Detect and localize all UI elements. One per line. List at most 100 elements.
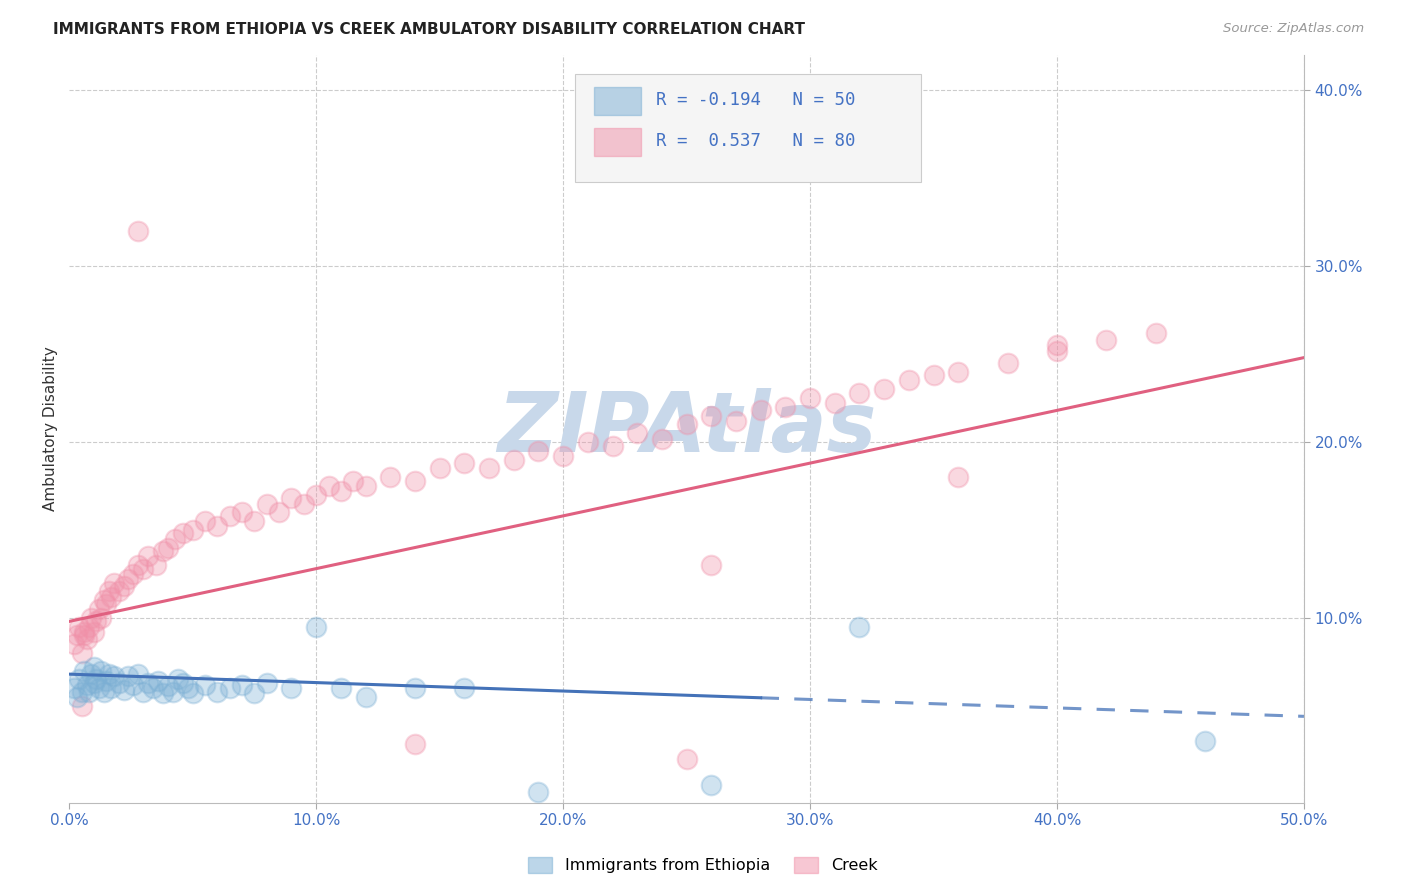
Point <box>848 620 870 634</box>
Point <box>66 690 89 704</box>
Point <box>122 678 145 692</box>
Point <box>329 681 352 696</box>
Point <box>848 385 870 400</box>
Point <box>700 778 723 792</box>
Point <box>354 690 377 704</box>
Point <box>602 438 624 452</box>
Point <box>77 684 100 698</box>
Point <box>194 514 217 528</box>
Point <box>429 461 451 475</box>
Point <box>73 624 96 639</box>
Point <box>132 684 155 698</box>
Point <box>269 505 291 519</box>
Point <box>76 632 98 646</box>
Point <box>948 365 970 379</box>
Point <box>651 432 673 446</box>
Point <box>799 391 821 405</box>
Point <box>1046 338 1069 352</box>
Point <box>93 593 115 607</box>
Point <box>152 686 174 700</box>
Point <box>103 575 125 590</box>
Point <box>280 491 302 506</box>
Point <box>97 584 120 599</box>
Point <box>502 452 524 467</box>
Point <box>181 686 204 700</box>
Point <box>453 456 475 470</box>
Point <box>305 620 328 634</box>
Point <box>165 532 187 546</box>
Y-axis label: Ambulatory Disability: Ambulatory Disability <box>44 346 58 511</box>
Point <box>103 669 125 683</box>
Point <box>380 470 402 484</box>
Point <box>478 461 501 475</box>
Point <box>142 681 165 696</box>
Point <box>948 470 970 484</box>
Point <box>127 224 149 238</box>
Point <box>90 611 112 625</box>
Point <box>77 620 100 634</box>
Point <box>194 678 217 692</box>
Point <box>136 549 159 564</box>
Point <box>292 497 315 511</box>
Point <box>70 684 93 698</box>
Point <box>132 561 155 575</box>
Point <box>93 684 115 698</box>
Point <box>100 590 122 604</box>
Point <box>127 558 149 573</box>
Point <box>156 680 179 694</box>
Text: ZIPAtlas: ZIPAtlas <box>496 388 876 469</box>
Point <box>231 678 253 692</box>
Point <box>243 514 266 528</box>
Point <box>86 673 108 687</box>
Point <box>256 676 278 690</box>
Point <box>145 558 167 573</box>
Point <box>97 667 120 681</box>
Text: R =  0.537   N = 80: R = 0.537 N = 80 <box>655 132 855 150</box>
Point <box>172 676 194 690</box>
Point <box>318 479 340 493</box>
Point <box>136 676 159 690</box>
Text: R = -0.194   N = 50: R = -0.194 N = 50 <box>655 91 855 109</box>
Point <box>76 678 98 692</box>
Point <box>576 435 599 450</box>
FancyBboxPatch shape <box>593 87 641 115</box>
Point <box>775 400 797 414</box>
Point <box>1144 326 1167 340</box>
Point <box>73 628 96 642</box>
Point <box>152 544 174 558</box>
Point <box>280 681 302 696</box>
Point <box>112 579 135 593</box>
Point <box>231 505 253 519</box>
Point <box>404 738 426 752</box>
Point <box>67 620 90 634</box>
Point <box>873 382 896 396</box>
Point <box>87 681 110 696</box>
Point <box>1095 333 1118 347</box>
Point <box>83 624 105 639</box>
Point <box>553 449 575 463</box>
Point <box>218 508 240 523</box>
Point <box>83 676 105 690</box>
Point <box>243 686 266 700</box>
Point <box>404 681 426 696</box>
Point <box>172 526 194 541</box>
Point <box>70 646 93 660</box>
Point <box>167 673 190 687</box>
Point <box>117 669 139 683</box>
Point <box>218 681 240 696</box>
Point <box>207 684 229 698</box>
Point <box>404 474 426 488</box>
Point <box>207 519 229 533</box>
Point <box>675 751 697 765</box>
Point <box>824 396 846 410</box>
Point <box>87 602 110 616</box>
Point <box>70 698 93 713</box>
Point <box>146 674 169 689</box>
Point <box>117 572 139 586</box>
Point <box>63 681 86 696</box>
Point <box>181 523 204 537</box>
Point <box>96 597 118 611</box>
Point <box>122 566 145 581</box>
Point <box>305 488 328 502</box>
Point <box>329 484 352 499</box>
